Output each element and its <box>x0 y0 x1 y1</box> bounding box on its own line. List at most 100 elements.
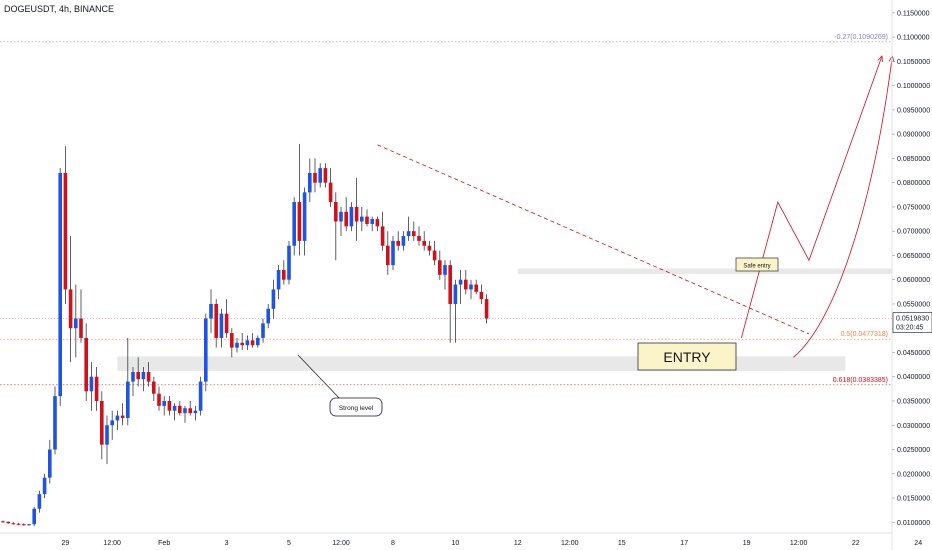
candle-body <box>74 318 78 329</box>
time-axis[interactable]: 29 12:00 Feb 3 5 12:00 8 10 12 12:00 15 17 19 12:00 22… <box>0 532 922 547</box>
time-tick-label: 12:00 <box>790 540 808 547</box>
time-tick-label: 12:00 <box>103 540 121 547</box>
candle-body <box>375 219 380 227</box>
price-tick-label: 0.1100000 <box>897 35 930 42</box>
candle-body <box>141 371 146 380</box>
candle-body <box>245 340 250 346</box>
time-tick-label: 29 <box>62 540 70 547</box>
annotation-layer: ENTRY Safe entry Strong level <box>297 57 892 417</box>
candle-body <box>396 240 400 246</box>
candle-body <box>386 245 390 266</box>
price-tick-label: 0.1000000 <box>897 83 930 90</box>
candle-body <box>380 226 385 246</box>
candle-body <box>458 279 463 285</box>
strong-level-label: Strong level <box>339 405 374 412</box>
candle-body <box>339 211 343 222</box>
candle-body <box>198 381 203 411</box>
candle-body <box>334 202 338 222</box>
candle-body <box>292 202 296 246</box>
safe-entry-box <box>735 257 779 272</box>
candle-body <box>282 270 286 280</box>
price-tick-label: 0.0750000 <box>897 204 930 211</box>
candle-body <box>136 371 140 380</box>
candle-body <box>204 318 208 382</box>
candle-body <box>464 279 468 290</box>
candle-body <box>63 172 68 290</box>
candle-body <box>432 250 437 261</box>
candle-body <box>469 284 473 290</box>
fib-level-label-1: 0.5(0.0477318) <box>841 331 888 338</box>
candle-body <box>484 299 489 319</box>
candle-body <box>302 192 307 241</box>
time-tick-label: 19 <box>743 540 751 547</box>
candle-body <box>22 524 26 526</box>
price-tick-label: 0.0450000 <box>897 350 930 357</box>
candle-body <box>188 408 192 414</box>
candle-body <box>240 342 244 346</box>
time-tick-label: 10 <box>452 540 460 547</box>
candle-body <box>250 340 255 346</box>
price-tick-label: 0.0550000 <box>897 301 930 308</box>
safe-entry-label: Safe entry <box>743 264 770 270</box>
candle-body <box>53 396 57 450</box>
candle-body <box>105 425 109 445</box>
candle-body <box>152 381 156 394</box>
safe-entry-callout: Safe entry <box>735 257 779 272</box>
candle-body <box>11 523 16 525</box>
candle-body <box>209 303 213 319</box>
price-tick-label: 0.0400000 <box>897 374 930 381</box>
time-tick-label: 12:00 <box>561 540 579 547</box>
descending-trendline <box>377 144 810 335</box>
candle-body <box>344 211 348 227</box>
candle-body <box>178 405 182 414</box>
candle-body <box>162 401 166 406</box>
current-price-badge <box>892 312 932 333</box>
symbol-title: DOGEUSDT, 4h, BINANCE <box>4 4 115 14</box>
candle-body <box>89 376 94 392</box>
candle-body <box>417 236 421 241</box>
price-tick-label: 0.0800000 <box>897 180 930 187</box>
candle-body <box>323 168 328 183</box>
candle-body <box>110 420 114 426</box>
candle-body <box>172 405 177 411</box>
time-tick-label: 8 <box>391 540 395 547</box>
price-tick-label: 0.0100000 <box>897 520 930 527</box>
candle-body <box>370 219 374 224</box>
candle-body <box>354 206 359 222</box>
price-tick-label: 0.0350000 <box>897 399 930 406</box>
time-tick-label: 17 <box>680 540 688 547</box>
candle-body <box>157 393 161 406</box>
candle-body <box>266 308 270 324</box>
price-tick-label: 0.0900000 <box>897 132 930 139</box>
candle-body <box>219 313 224 338</box>
time-tick-label: 22 <box>852 540 860 547</box>
price-tick-label: 0.0250000 <box>897 447 930 454</box>
candle-body <box>276 270 281 290</box>
candle-body <box>37 494 42 509</box>
candle-body <box>318 168 322 183</box>
candle-body <box>183 408 187 414</box>
candles-layer <box>1 143 489 527</box>
candle-body <box>224 313 229 334</box>
candle-body <box>287 245 291 280</box>
fib-level-label-0: -0.27(0.1090269) <box>834 34 888 41</box>
candle-body <box>27 524 31 526</box>
candle-body <box>443 265 447 275</box>
price-tick-label: 0.0950000 <box>897 107 930 114</box>
candle-body <box>6 521 10 524</box>
countdown-label: 03:20:45 <box>896 325 923 332</box>
entry-label: ENTRY <box>663 349 711 365</box>
candle-body <box>328 182 333 203</box>
candle-body <box>360 216 364 222</box>
candle-body <box>313 172 317 183</box>
current-price-label: 0.0519830 <box>896 316 929 323</box>
candle-body <box>401 236 406 246</box>
candle-body <box>94 376 99 401</box>
time-tick-label: Feb <box>158 540 170 547</box>
price-tick-label: 0.0200000 <box>897 471 930 478</box>
price-tick-label: 0.0600000 <box>897 277 930 284</box>
candle-body <box>68 289 73 329</box>
strong-level-callout: Strong level <box>297 354 383 417</box>
